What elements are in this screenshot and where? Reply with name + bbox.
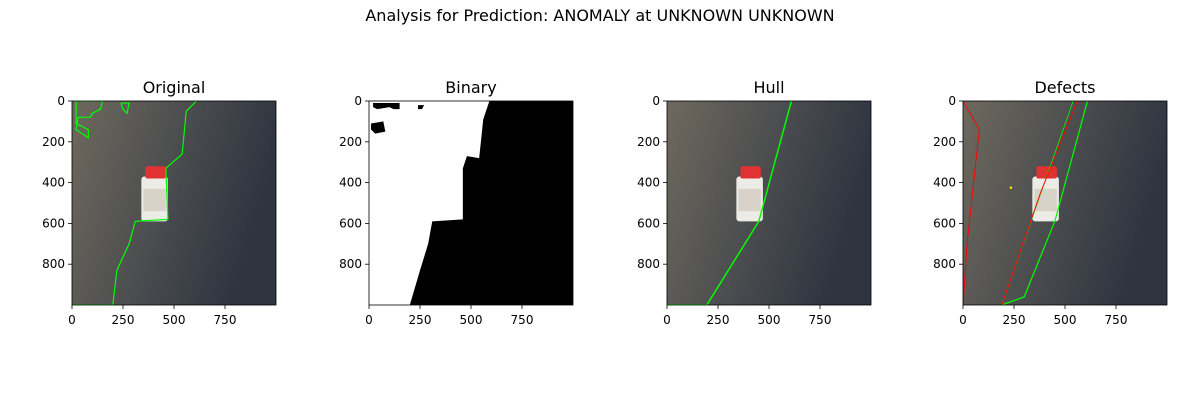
y-tick-label: 800 (339, 257, 362, 271)
bottle-label (143, 188, 166, 212)
bottle-cap (145, 166, 166, 179)
hull-line (667, 101, 793, 305)
x-tick-label: 750 (214, 313, 237, 327)
y-tick-label: 600 (933, 216, 956, 230)
panel-hull: Hull 0 200 400 600 800 0 250 500 750 (637, 78, 872, 327)
bottle-cap (740, 166, 761, 179)
floor-background (963, 101, 1167, 305)
y-tick-label: 200 (933, 135, 956, 149)
y-tick-label: 200 (339, 135, 362, 149)
y-tick-label: 400 (933, 176, 956, 190)
panel-binary: Binary 0 200 400 600 800 0 250 500 750 (339, 78, 574, 327)
panel-defects: Defects 0 200 400 600 800 0 250 500 750 (933, 78, 1168, 327)
x-tick-label: 750 (1105, 313, 1128, 327)
x-tick-label: 0 (959, 313, 967, 327)
figure-title: Analysis for Prediction: ANOMALY at UNKN… (365, 6, 835, 25)
defect-line (963, 101, 980, 305)
binary-blob (371, 121, 386, 134)
binary-blob (417, 105, 425, 110)
y-tick-label: 600 (339, 216, 362, 230)
panel-title: Binary (445, 78, 496, 97)
panel-original: Original 0 200 400 600 800 0 250 500 750 (42, 78, 277, 327)
panel-image (369, 101, 573, 305)
x-tick-label: 250 (112, 313, 135, 327)
y-tick-label: 800 (42, 257, 65, 271)
y-tick-label: 0 (652, 94, 660, 108)
x-tick-label: 250 (707, 313, 730, 327)
floor-background (667, 101, 871, 305)
x-tick-label: 500 (163, 313, 186, 327)
hull-line (1001, 101, 1089, 305)
defect-point (1009, 186, 1013, 189)
y-tick-label: 600 (637, 216, 660, 230)
bottle-cap (1036, 166, 1057, 179)
defect-line (1001, 101, 1078, 305)
contour-small (120, 102, 130, 115)
y-tick-label: 0 (57, 94, 65, 108)
binary-blob (373, 103, 400, 110)
panel-title: Hull (753, 78, 784, 97)
contour-line (75, 101, 104, 139)
x-tick-label: 500 (460, 313, 483, 327)
panel-image (72, 101, 276, 305)
panel-title: Defects (1034, 78, 1095, 97)
x-tick-label: 0 (68, 313, 76, 327)
x-tick-label: 250 (409, 313, 432, 327)
y-tick-label: 400 (339, 176, 362, 190)
binary-foreground (369, 101, 490, 305)
x-tick-label: 750 (511, 313, 534, 327)
y-tick-label: 0 (354, 94, 362, 108)
y-tick-label: 600 (42, 216, 65, 230)
x-tick-label: 250 (1003, 313, 1026, 327)
x-tick-label: 500 (1054, 313, 1077, 327)
bottle-label (738, 188, 761, 212)
y-tick-label: 800 (637, 257, 660, 271)
y-tick-label: 200 (637, 135, 660, 149)
y-tick-label: 200 (42, 135, 65, 149)
y-tick-label: 400 (637, 176, 660, 190)
x-tick-label: 0 (663, 313, 671, 327)
panel-image (667, 101, 871, 305)
floor-background (72, 101, 276, 305)
y-tick-label: 0 (948, 94, 956, 108)
x-tick-label: 750 (809, 313, 832, 327)
contour-edge (72, 101, 197, 305)
panel-title: Original (143, 78, 206, 97)
x-tick-label: 500 (758, 313, 781, 327)
y-tick-label: 800 (933, 257, 956, 271)
y-tick-label: 400 (42, 176, 65, 190)
panel-image (963, 101, 1167, 305)
x-tick-label: 0 (365, 313, 373, 327)
